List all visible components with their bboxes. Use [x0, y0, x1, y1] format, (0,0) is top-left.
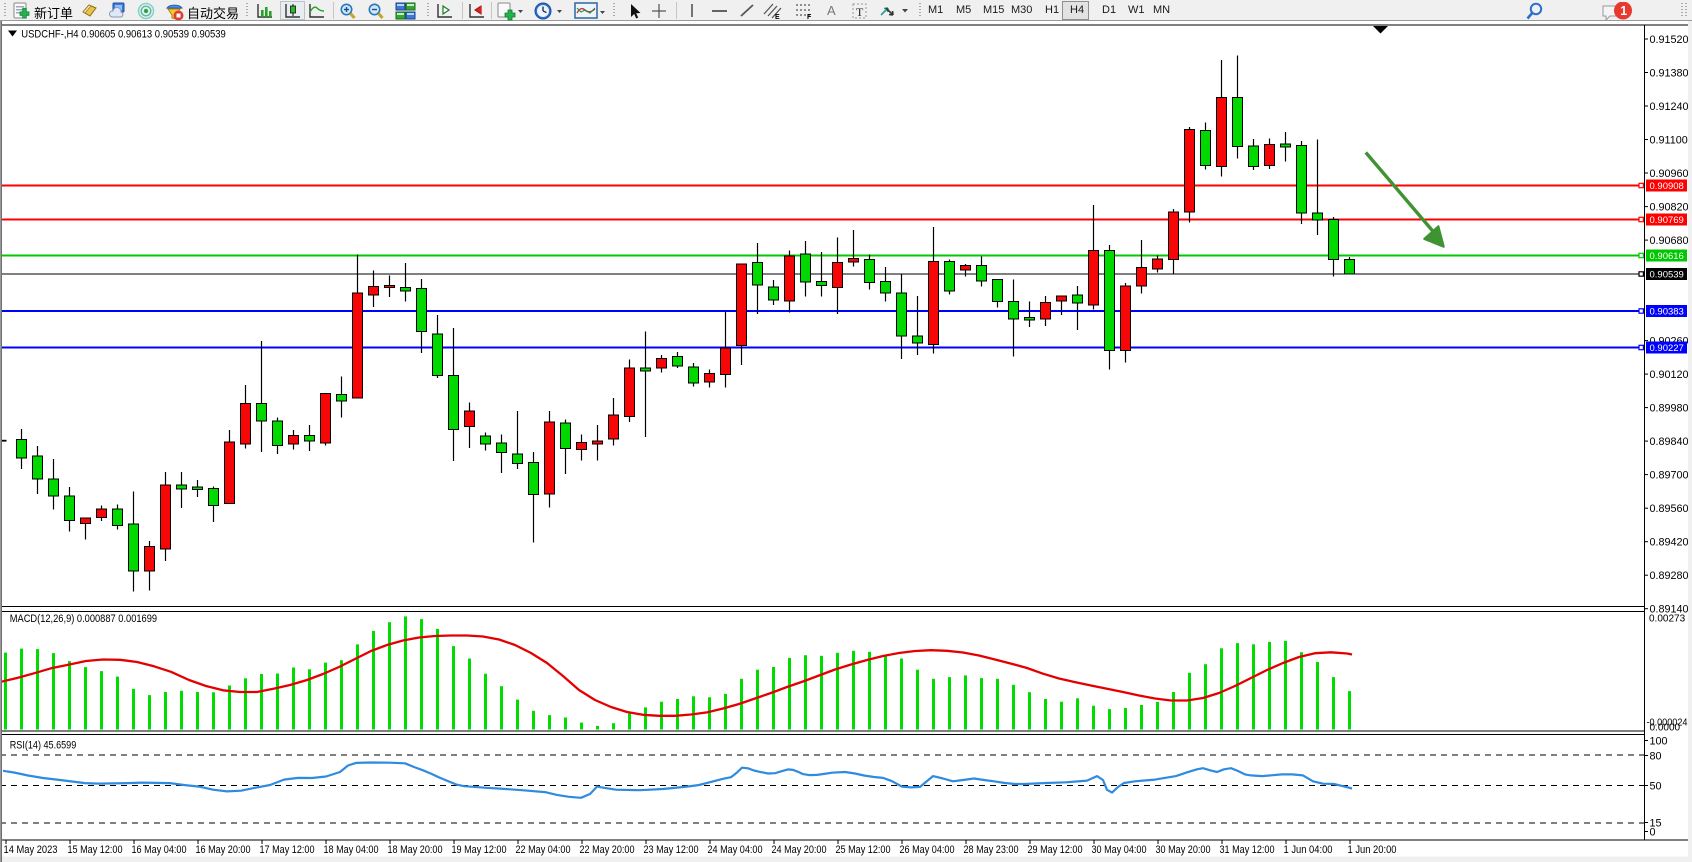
svg-text:16 May 04:00: 16 May 04:00: [132, 844, 187, 856]
svg-text:19 May 12:00: 19 May 12:00: [452, 844, 507, 856]
svg-text:100: 100: [1650, 736, 1668, 748]
svg-text:24 May 20:00: 24 May 20:00: [772, 844, 827, 856]
svg-text:0.89280: 0.89280: [1650, 570, 1689, 582]
svg-text:16 May 20:00: 16 May 20:00: [196, 844, 251, 856]
svg-text:-0.000024: -0.000024: [1647, 718, 1688, 729]
svg-text:USDCHF-,H4 0.90605 0.90613 0.: USDCHF-,H4 0.90605 0.90613 0.90539 0.905…: [21, 29, 226, 41]
svg-text:30 May 04:00: 30 May 04:00: [1092, 844, 1147, 856]
svg-text:0.91240: 0.91240: [1650, 101, 1689, 113]
svg-text:24 May 04:00: 24 May 04:00: [708, 844, 763, 856]
svg-text:F: F: [807, 14, 812, 20]
svg-text:29 May 12:00: 29 May 12:00: [1028, 844, 1083, 856]
svg-text:0.90383: 0.90383: [1650, 307, 1684, 318]
svg-text:0.91520: 0.91520: [1650, 34, 1689, 46]
svg-text:18 May 20:00: 18 May 20:00: [388, 844, 443, 856]
svg-text:0.90120: 0.90120: [1650, 369, 1689, 381]
svg-text:0.91380: 0.91380: [1650, 68, 1689, 80]
svg-text:0.90769: 0.90769: [1650, 215, 1684, 226]
svg-text:0.89840: 0.89840: [1650, 436, 1689, 448]
svg-text:0.90820: 0.90820: [1650, 202, 1689, 214]
svg-text:0.0000: 0.0000: [1650, 723, 1681, 734]
svg-text:0.90539: 0.90539: [1650, 270, 1684, 281]
svg-text:28 May 23:00: 28 May 23:00: [964, 844, 1019, 856]
svg-text:0.89560: 0.89560: [1650, 503, 1689, 515]
svg-text:25 May 12:00: 25 May 12:00: [836, 844, 891, 856]
svg-text:14 May 2023: 14 May 2023: [4, 844, 58, 856]
svg-text:0.00273: 0.00273: [1649, 614, 1686, 625]
svg-text:RSI(14) 45.6599: RSI(14) 45.6599: [10, 739, 77, 751]
svg-text:18 May 04:00: 18 May 04:00: [324, 844, 379, 856]
svg-text:30 May 20:00: 30 May 20:00: [1156, 844, 1211, 856]
svg-text:22 May 04:00: 22 May 04:00: [516, 844, 571, 856]
svg-text:0.89420: 0.89420: [1650, 537, 1689, 549]
svg-text:0.91100: 0.91100: [1650, 135, 1688, 147]
svg-text:0.90960: 0.90960: [1650, 168, 1689, 180]
svg-text:0.89140: 0.89140: [1650, 604, 1689, 616]
svg-text:E: E: [775, 14, 780, 20]
svg-text:0.90616: 0.90616: [1650, 251, 1684, 262]
svg-text:1: 1: [1620, 4, 1627, 18]
svg-text:0.90680: 0.90680: [1650, 235, 1689, 247]
svg-text:0.89700: 0.89700: [1650, 470, 1689, 482]
svg-text:80: 80: [1650, 751, 1662, 763]
svg-text:T: T: [856, 5, 864, 19]
svg-text:0.89980: 0.89980: [1650, 403, 1689, 415]
svg-text:MACD(12,26,9) 0.000887 0.00169: MACD(12,26,9) 0.000887 0.001699: [10, 613, 157, 625]
svg-text:0.90908: 0.90908: [1650, 181, 1684, 192]
svg-text:15 May 12:00: 15 May 12:00: [68, 844, 123, 856]
svg-text:50: 50: [1650, 781, 1662, 793]
svg-text:15: 15: [1650, 818, 1662, 830]
svg-text:23 May 12:00: 23 May 12:00: [644, 844, 699, 856]
svg-text:22 May 20:00: 22 May 20:00: [580, 844, 635, 856]
svg-text:1 Jun 04:00: 1 Jun 04:00: [1284, 844, 1333, 856]
svg-text:0.90227: 0.90227: [1650, 343, 1684, 354]
svg-text:1 Jun 20:00: 1 Jun 20:00: [1348, 844, 1397, 856]
svg-text:26 May 04:00: 26 May 04:00: [900, 844, 955, 856]
svg-text:0: 0: [1650, 827, 1656, 839]
svg-text:31 May 12:00: 31 May 12:00: [1220, 844, 1275, 856]
svg-text:17 May 12:00: 17 May 12:00: [260, 844, 315, 856]
